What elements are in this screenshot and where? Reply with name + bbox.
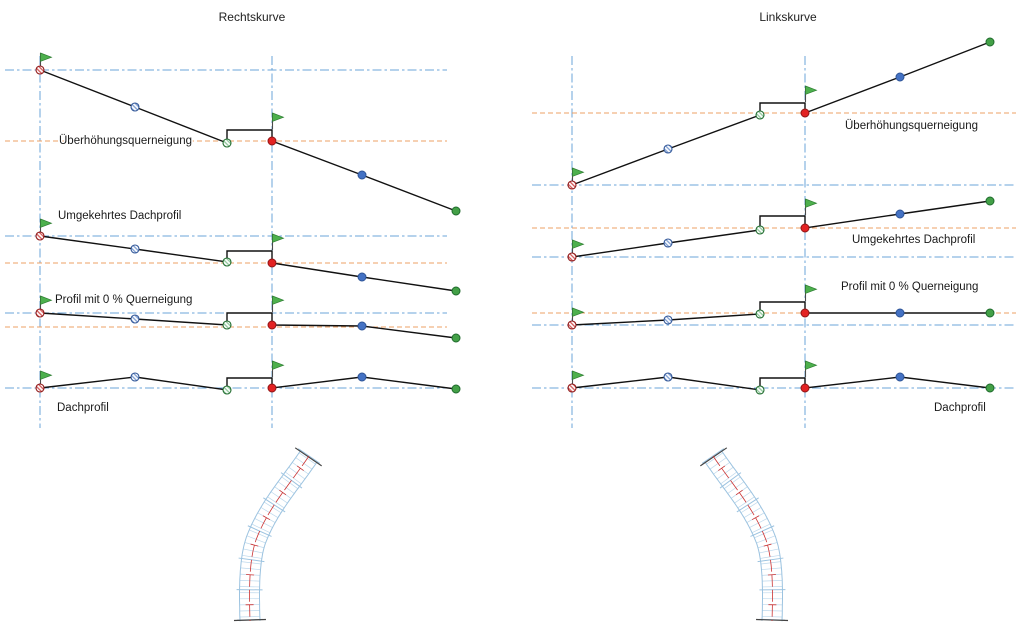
panel-title-rechtskurve: Rechtskurve bbox=[218, 10, 286, 24]
marker-hatch-red bbox=[35, 308, 45, 318]
road-ticks bbox=[701, 448, 786, 621]
marker-blue bbox=[895, 72, 905, 82]
marker-hatch-blue bbox=[130, 244, 140, 254]
marker-green bbox=[451, 286, 461, 296]
marker-hatch-red bbox=[567, 320, 577, 330]
profile-label: Profil mit 0 % Querneigung bbox=[841, 281, 978, 293]
flag-icon bbox=[804, 85, 818, 102]
marker-hatch-blue bbox=[663, 144, 673, 154]
marker-red bbox=[800, 108, 810, 118]
marker-hatch-blue bbox=[663, 238, 673, 248]
road-edge-line bbox=[720, 450, 783, 622]
marker-blue bbox=[895, 209, 905, 219]
marker-green bbox=[985, 308, 995, 318]
marker-red bbox=[267, 136, 277, 146]
profile-label: Profil mit 0 % Querneigung bbox=[55, 294, 192, 306]
marker-hatch-green bbox=[755, 309, 765, 319]
profile-ueberhoehungsquerneigung: Überhöhungsquerneigung bbox=[5, 52, 461, 216]
marker-hatch-red bbox=[35, 383, 45, 393]
marker-blue bbox=[895, 308, 905, 318]
marker-hatch-green bbox=[222, 257, 232, 267]
marker-hatch-blue bbox=[130, 372, 140, 382]
profile-label: Umgekehrtes Dachprofil bbox=[852, 234, 975, 246]
profile-line bbox=[39, 376, 457, 391]
panel-linkskurve: Überhöhungsquerneigung Umgekehrtes Dachpr… bbox=[532, 37, 1016, 428]
flag-icon bbox=[804, 198, 818, 215]
profile-dachprofil: Dachprofil bbox=[532, 360, 1016, 416]
road-edge-line bbox=[704, 461, 763, 621]
marker-hatch-green bbox=[755, 385, 765, 395]
profile-profil-0-querneigung: Profil mit 0 % Querneigung bbox=[5, 293, 461, 343]
marker-blue bbox=[895, 372, 905, 382]
marker-green bbox=[451, 384, 461, 394]
profile-umgekehrtes-dachprofil: Umgekehrtes Dachprofil bbox=[5, 209, 461, 296]
flag-icon bbox=[271, 360, 285, 377]
panel-rechtskurve: Überhöhungsquerneigung Umgekehrtes Dachpr… bbox=[5, 52, 461, 428]
profile-label: Dachprofil bbox=[57, 402, 109, 414]
plan-view-left bbox=[233, 447, 322, 622]
marker-hatch-red bbox=[35, 231, 45, 241]
profile-line bbox=[39, 69, 457, 212]
marker-blue bbox=[357, 272, 367, 282]
profile-line bbox=[571, 376, 991, 391]
marker-red bbox=[267, 258, 277, 268]
marker-hatch-green bbox=[222, 138, 232, 148]
marker-red bbox=[267, 383, 277, 393]
marker-red bbox=[800, 223, 810, 233]
road-ticks bbox=[236, 448, 321, 621]
marker-green bbox=[985, 196, 995, 206]
plan-view-right bbox=[700, 447, 789, 622]
road-edge-line bbox=[239, 450, 302, 622]
marker-hatch-blue bbox=[663, 315, 673, 325]
profile-label: Überhöhungsquerneigung bbox=[845, 120, 978, 132]
profile-dachprofil: Dachprofil bbox=[5, 360, 461, 416]
profile-umgekehrtes-dachprofil: Umgekehrtes Dachprofil bbox=[532, 196, 1016, 262]
profile-ueberhoehungsquerneigung: Überhöhungsquerneigung bbox=[532, 37, 1016, 190]
marker-hatch-red bbox=[567, 252, 577, 262]
marker-red bbox=[800, 308, 810, 318]
marker-hatch-blue bbox=[663, 372, 673, 382]
flag-icon bbox=[804, 360, 818, 377]
profile-line bbox=[39, 235, 457, 292]
panel-title-linkskurve: Linkskurve bbox=[759, 10, 817, 24]
marker-blue bbox=[357, 372, 367, 382]
profile-profil-0-querneigung: Profil mit 0 % Querneigung bbox=[532, 280, 1016, 330]
profile-line bbox=[571, 301, 990, 326]
flag-icon bbox=[271, 233, 285, 250]
marker-hatch-blue bbox=[130, 102, 140, 112]
profile-label: Dachprofil bbox=[934, 402, 986, 414]
profile-line bbox=[39, 312, 457, 339]
marker-hatch-green bbox=[222, 320, 232, 330]
marker-hatch-green bbox=[222, 385, 232, 395]
road-centerline bbox=[712, 455, 773, 622]
marker-green bbox=[985, 37, 995, 47]
marker-hatch-red bbox=[567, 383, 577, 393]
road-centerline bbox=[249, 455, 310, 622]
marker-green bbox=[451, 206, 461, 216]
profile-line bbox=[571, 41, 991, 186]
marker-hatch-red bbox=[567, 180, 577, 190]
marker-blue bbox=[357, 170, 367, 180]
flag-icon bbox=[271, 112, 285, 129]
flag-icon bbox=[804, 284, 818, 301]
marker-red bbox=[267, 320, 277, 330]
marker-hatch-green bbox=[755, 225, 765, 235]
profile-line bbox=[571, 200, 991, 258]
marker-green bbox=[985, 383, 995, 393]
marker-blue bbox=[357, 321, 367, 331]
flag-icon bbox=[271, 295, 285, 312]
profile-label: Umgekehrtes Dachprofil bbox=[58, 210, 181, 222]
profile-label: Überhöhungsquerneigung bbox=[59, 135, 192, 147]
marker-hatch-blue bbox=[130, 314, 140, 324]
marker-hatch-green bbox=[755, 110, 765, 120]
marker-green bbox=[451, 333, 461, 343]
road-edge-line bbox=[259, 461, 318, 621]
marker-red bbox=[800, 383, 810, 393]
marker-hatch-red bbox=[35, 65, 45, 75]
